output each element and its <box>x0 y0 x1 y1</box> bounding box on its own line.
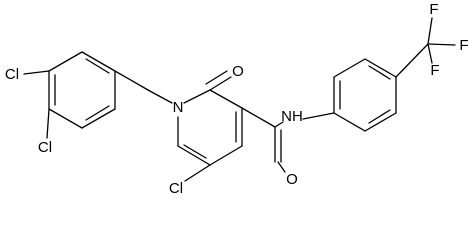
atom-label: F <box>429 1 438 18</box>
atom-label: O <box>286 171 298 188</box>
atom-label: O <box>232 63 244 80</box>
atom-label: Cl <box>5 66 19 83</box>
atom-labels: Cl Cl N O Cl NH O F F F <box>5 1 469 197</box>
structure-diagram: Cl Cl N O Cl NH O F F F <box>5 1 469 197</box>
atom-label: F <box>459 37 468 54</box>
atom-label: Cl <box>38 139 52 156</box>
atom-label: F <box>430 62 439 79</box>
atom-label: N <box>173 99 184 116</box>
atom-label: NH <box>281 108 303 125</box>
bonds <box>23 17 456 182</box>
atom-label: Cl <box>169 180 183 197</box>
